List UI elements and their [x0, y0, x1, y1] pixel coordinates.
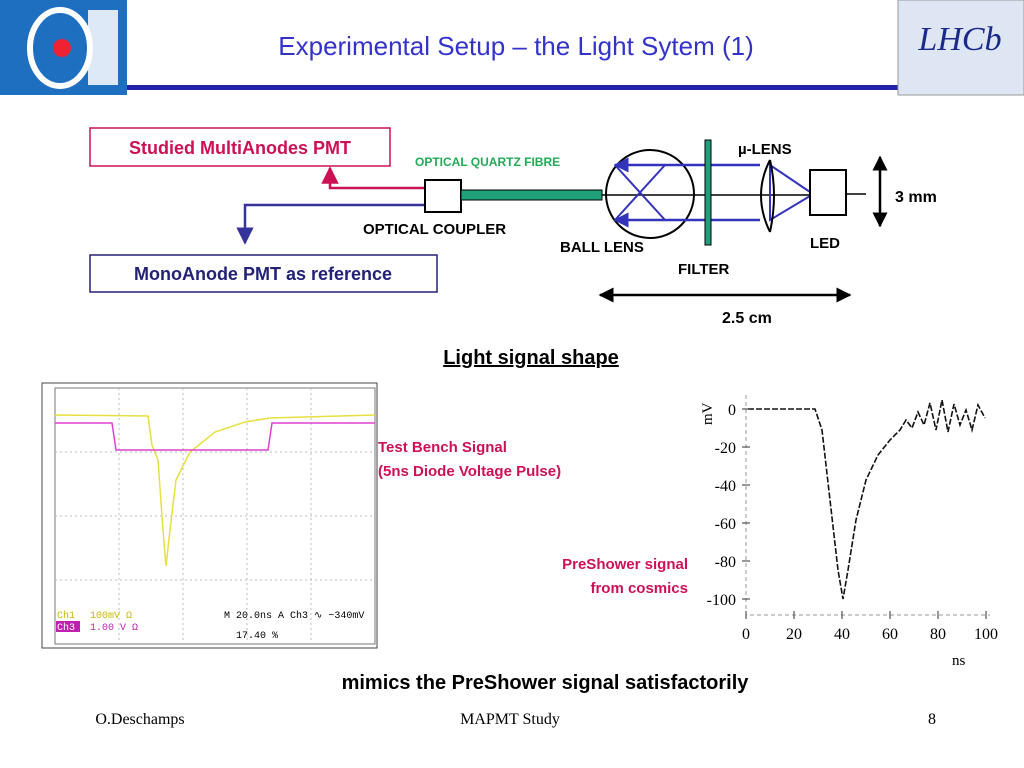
y-axis-label: mV — [700, 402, 716, 425]
footer-title: MAPMT Study — [460, 711, 560, 728]
led-label: LED — [810, 235, 840, 252]
logo-dot — [53, 39, 71, 57]
y-tick-label: -20 — [715, 440, 736, 457]
preshower-line2: from cosmics — [590, 580, 688, 597]
reference-pmt: MonoAnode PMT as reference — [134, 264, 392, 284]
logo-shape — [88, 10, 118, 85]
scope-trace-yellow — [54, 414, 376, 567]
led — [809, 169, 847, 216]
studied-pmt: Studied MultiAnodes PMT — [129, 138, 351, 158]
footer-page: 8 — [928, 711, 936, 728]
x-tick-label: 60 — [882, 626, 898, 643]
filter-label: FILTER — [678, 261, 730, 278]
studied-pmt-box — [89, 127, 391, 167]
preshower-curve — [748, 399, 986, 600]
footer-author: O.Deschamps — [95, 711, 184, 728]
coupler-label: OPTICAL COUPLER — [363, 221, 506, 238]
scope-ch1-scale: 100mV Ω — [90, 611, 132, 622]
x-tick-label: 40 — [834, 626, 850, 643]
x-axis-label: ns — [952, 653, 966, 669]
scope-trace-magenta — [55, 422, 375, 451]
length-label: 2.5 cm — [722, 310, 772, 327]
header-rule — [127, 85, 898, 90]
x-tick-label: 0 — [742, 626, 750, 643]
oscilloscope: Ch1 100mV Ω Ch3 1.00 V Ω M 20.0ns A Ch3 … — [41, 382, 378, 649]
logo-text: LHCb — [917, 21, 1001, 58]
height-label: 3 mm — [895, 189, 937, 206]
test-bench-line2: (5ns Diode Voltage Pulse) — [378, 463, 561, 480]
y-tick-label: -40 — [715, 478, 736, 495]
right-logo — [897, 0, 1024, 96]
reference-arrow — [236, 203, 425, 245]
conclusion: mimics the PreShower signal satisfactori… — [342, 672, 750, 694]
test-bench-line1: Test Bench Signal — [378, 439, 507, 456]
x-tick-label: 100 — [974, 626, 998, 643]
scope-ch3-tag — [56, 621, 80, 632]
slide-title: Experimental Setup – the Light Sytem (1) — [278, 31, 753, 61]
fibre — [460, 189, 603, 201]
mu-lens-label: µ-LENS — [738, 141, 792, 158]
preshower-line1: PreShower signal — [562, 556, 688, 573]
y-tick-label: -60 — [715, 516, 736, 533]
x-tick-label: 80 — [930, 626, 946, 643]
ball-lens — [605, 149, 695, 239]
scope-ch3: Ch3 — [57, 622, 75, 634]
scope-ch3-scale: 1.00 V Ω — [90, 623, 138, 634]
y-tick-label: 0 — [728, 402, 736, 419]
filter — [704, 139, 712, 246]
fibre-label: OPTICAL QUARTZ FIBRE — [415, 155, 560, 169]
ball-lens-label: BALL LENS — [560, 239, 644, 256]
scope-grid — [55, 388, 375, 644]
scope-timebase: M 20.0ns A Ch3 ∿ −340mV — [224, 610, 364, 622]
section-title: Light signal shape — [443, 347, 619, 369]
mu-lens — [760, 159, 775, 233]
y-tick-label: -100 — [707, 592, 736, 609]
light-ray — [769, 163, 811, 222]
x-tick-label: 20 — [786, 626, 802, 643]
coupler — [424, 179, 462, 213]
y-tick-label: -80 — [715, 554, 736, 571]
preshower-plot: mV ns 0 -20 -40 -60 -80 -100 0 20 40 60 80 100 — [696, 388, 998, 670]
scope-trigger: 17.40 % — [236, 631, 278, 642]
signal-arrow — [321, 166, 425, 190]
reference-pmt-box — [89, 254, 438, 293]
scope-ch1: Ch1 — [57, 610, 75, 622]
light-ray — [614, 164, 666, 221]
